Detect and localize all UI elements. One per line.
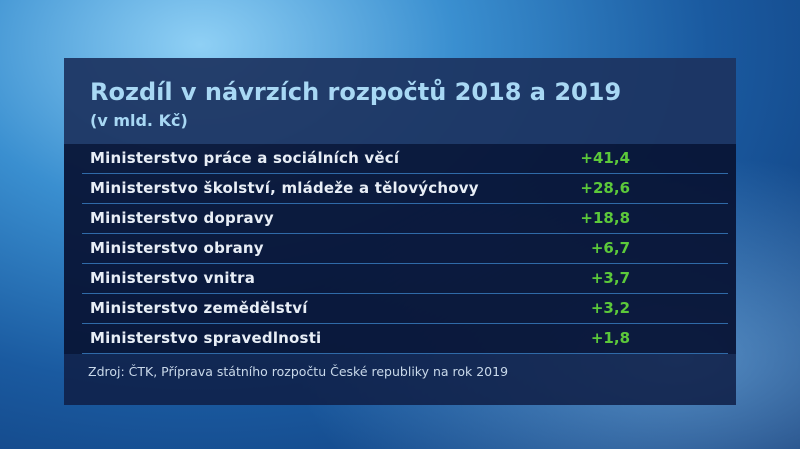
- row-label: Ministerstvo vnitra: [90, 269, 256, 287]
- row-value: +6,7: [590, 239, 630, 257]
- row-value: +3,2: [590, 299, 630, 317]
- row-label: Ministerstvo spravedlnosti: [90, 329, 322, 347]
- row-value: +41,4: [580, 149, 630, 167]
- table-row: Ministerstvo vnitra +3,7: [82, 264, 728, 294]
- table-row: Ministerstvo školství, mládeže a tělovýc…: [82, 174, 728, 204]
- header: Rozdíl v návrzích rozpočtů 2018 a 2019 (…: [64, 58, 736, 144]
- table-panel: Rozdíl v návrzích rozpočtů 2018 a 2019 (…: [64, 58, 736, 405]
- row-value: +18,8: [580, 209, 630, 227]
- table-row: Ministerstvo zemědělství +3,2: [82, 294, 728, 324]
- row-label: Ministerstvo práce a sociálních věcí: [90, 149, 400, 167]
- row-label: Ministerstvo dopravy: [90, 209, 274, 227]
- table-body: Ministerstvo práce a sociálních věcí +41,…: [64, 144, 736, 354]
- source-note: Zdroj: ČTK, Příprava státního rozpočtu Č…: [88, 364, 509, 379]
- row-value: +1,8: [590, 329, 630, 347]
- title: Rozdíl v návrzích rozpočtů 2018 a 2019: [90, 78, 622, 106]
- row-value: +28,6: [580, 179, 630, 197]
- row-label: Ministerstvo zemědělství: [90, 299, 308, 317]
- subtitle: (v mld. Kč): [90, 111, 188, 130]
- row-label: Ministerstvo školství, mládeže a tělovýc…: [90, 179, 479, 197]
- table-row: Ministerstvo dopravy +18,8: [82, 204, 728, 234]
- row-label: Ministerstvo obrany: [90, 239, 264, 257]
- table-row: Ministerstvo obrany +6,7: [82, 234, 728, 264]
- table-row: Ministerstvo spravedlnosti +1,8: [82, 324, 728, 354]
- table-row: Ministerstvo práce a sociálních věcí +41,…: [82, 144, 728, 174]
- row-value: +3,7: [590, 269, 630, 287]
